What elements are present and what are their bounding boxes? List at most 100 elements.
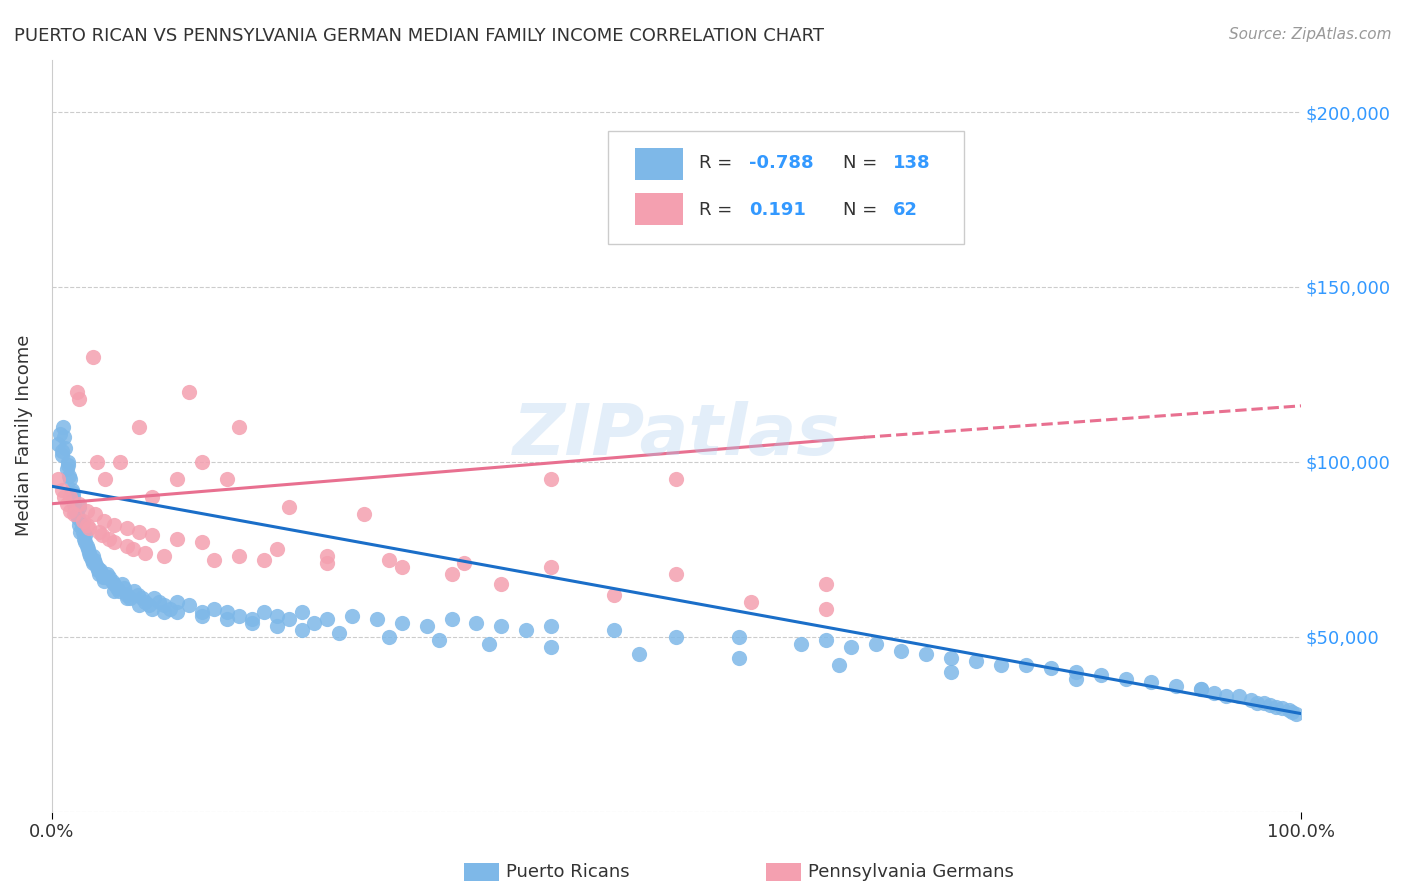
Point <box>1115 672 1137 686</box>
Point <box>965 654 987 668</box>
Point <box>190 455 212 469</box>
Point <box>115 588 138 602</box>
Point <box>159 601 181 615</box>
Text: N =: N = <box>842 154 877 172</box>
Point <box>76 504 98 518</box>
Text: ZIPatlas: ZIPatlas <box>513 401 839 470</box>
Point <box>166 472 188 486</box>
Point <box>63 497 86 511</box>
Point <box>1064 672 1087 686</box>
Point <box>302 615 325 630</box>
Point <box>1227 689 1250 703</box>
Point <box>727 650 749 665</box>
Point <box>427 633 450 648</box>
Point <box>122 542 145 557</box>
Point <box>76 517 98 532</box>
Point <box>53 430 76 444</box>
Point <box>340 608 363 623</box>
Point <box>75 528 97 542</box>
Bar <box>636 148 683 180</box>
Point <box>77 521 100 535</box>
Point <box>115 539 138 553</box>
Point <box>98 532 121 546</box>
Point <box>1040 661 1063 675</box>
Point <box>128 419 150 434</box>
Point <box>75 535 97 549</box>
Point <box>59 490 82 504</box>
Text: 62: 62 <box>893 201 918 219</box>
Point <box>603 588 626 602</box>
Point <box>1015 657 1038 672</box>
Point <box>89 524 111 539</box>
Point <box>141 601 163 615</box>
Point <box>215 605 238 619</box>
Point <box>1140 675 1163 690</box>
Point <box>77 542 100 557</box>
Point <box>138 598 160 612</box>
Point <box>1271 701 1294 715</box>
Point <box>179 384 201 399</box>
Text: Puerto Ricans: Puerto Ricans <box>506 863 630 881</box>
Point <box>1064 665 1087 679</box>
Point <box>828 657 851 672</box>
Point <box>110 455 132 469</box>
Point <box>66 510 89 524</box>
Point <box>465 615 488 630</box>
FancyBboxPatch shape <box>607 131 963 244</box>
Point <box>1189 682 1212 697</box>
Point <box>266 542 288 557</box>
Point <box>228 608 250 623</box>
Point <box>315 549 337 564</box>
Text: N =: N = <box>842 201 877 219</box>
Point <box>93 514 115 528</box>
Point <box>84 556 107 570</box>
Point <box>51 444 73 458</box>
Text: R =: R = <box>699 201 733 219</box>
Point <box>815 601 838 615</box>
Point <box>108 584 131 599</box>
Point <box>89 566 111 581</box>
Point <box>127 588 149 602</box>
Text: PUERTO RICAN VS PENNSYLVANIA GERMAN MEDIAN FAMILY INCOME CORRELATION CHART: PUERTO RICAN VS PENNSYLVANIA GERMAN MEDI… <box>14 27 824 45</box>
Point <box>228 549 250 564</box>
Point <box>540 619 562 633</box>
Point <box>55 441 77 455</box>
Point <box>56 455 79 469</box>
Point <box>253 605 276 619</box>
Point <box>627 647 650 661</box>
Point <box>46 437 69 451</box>
Point <box>122 584 145 599</box>
Point <box>72 514 94 528</box>
Point <box>315 612 337 626</box>
Text: Source: ZipAtlas.com: Source: ZipAtlas.com <box>1229 27 1392 42</box>
Point <box>69 524 91 539</box>
Point <box>266 608 288 623</box>
Point <box>84 508 107 522</box>
Point <box>86 559 108 574</box>
Point <box>540 472 562 486</box>
Point <box>1258 698 1281 712</box>
Point <box>98 570 121 584</box>
Point <box>153 549 176 564</box>
Text: R =: R = <box>699 154 733 172</box>
Point <box>128 598 150 612</box>
Point <box>67 392 90 406</box>
Point <box>990 657 1012 672</box>
Point <box>1246 696 1268 710</box>
Point <box>90 566 112 581</box>
Point <box>1240 692 1263 706</box>
Point <box>143 591 166 606</box>
Point <box>128 524 150 539</box>
Point <box>941 650 963 665</box>
Point <box>62 490 84 504</box>
Point <box>1189 682 1212 697</box>
Text: 0.191: 0.191 <box>749 201 806 219</box>
Point <box>112 581 135 595</box>
Point <box>179 598 201 612</box>
Y-axis label: Median Family Income: Median Family Income <box>15 334 32 536</box>
Point <box>87 563 110 577</box>
Point <box>266 619 288 633</box>
Point <box>415 619 437 633</box>
Point <box>440 612 463 626</box>
Point <box>67 497 90 511</box>
